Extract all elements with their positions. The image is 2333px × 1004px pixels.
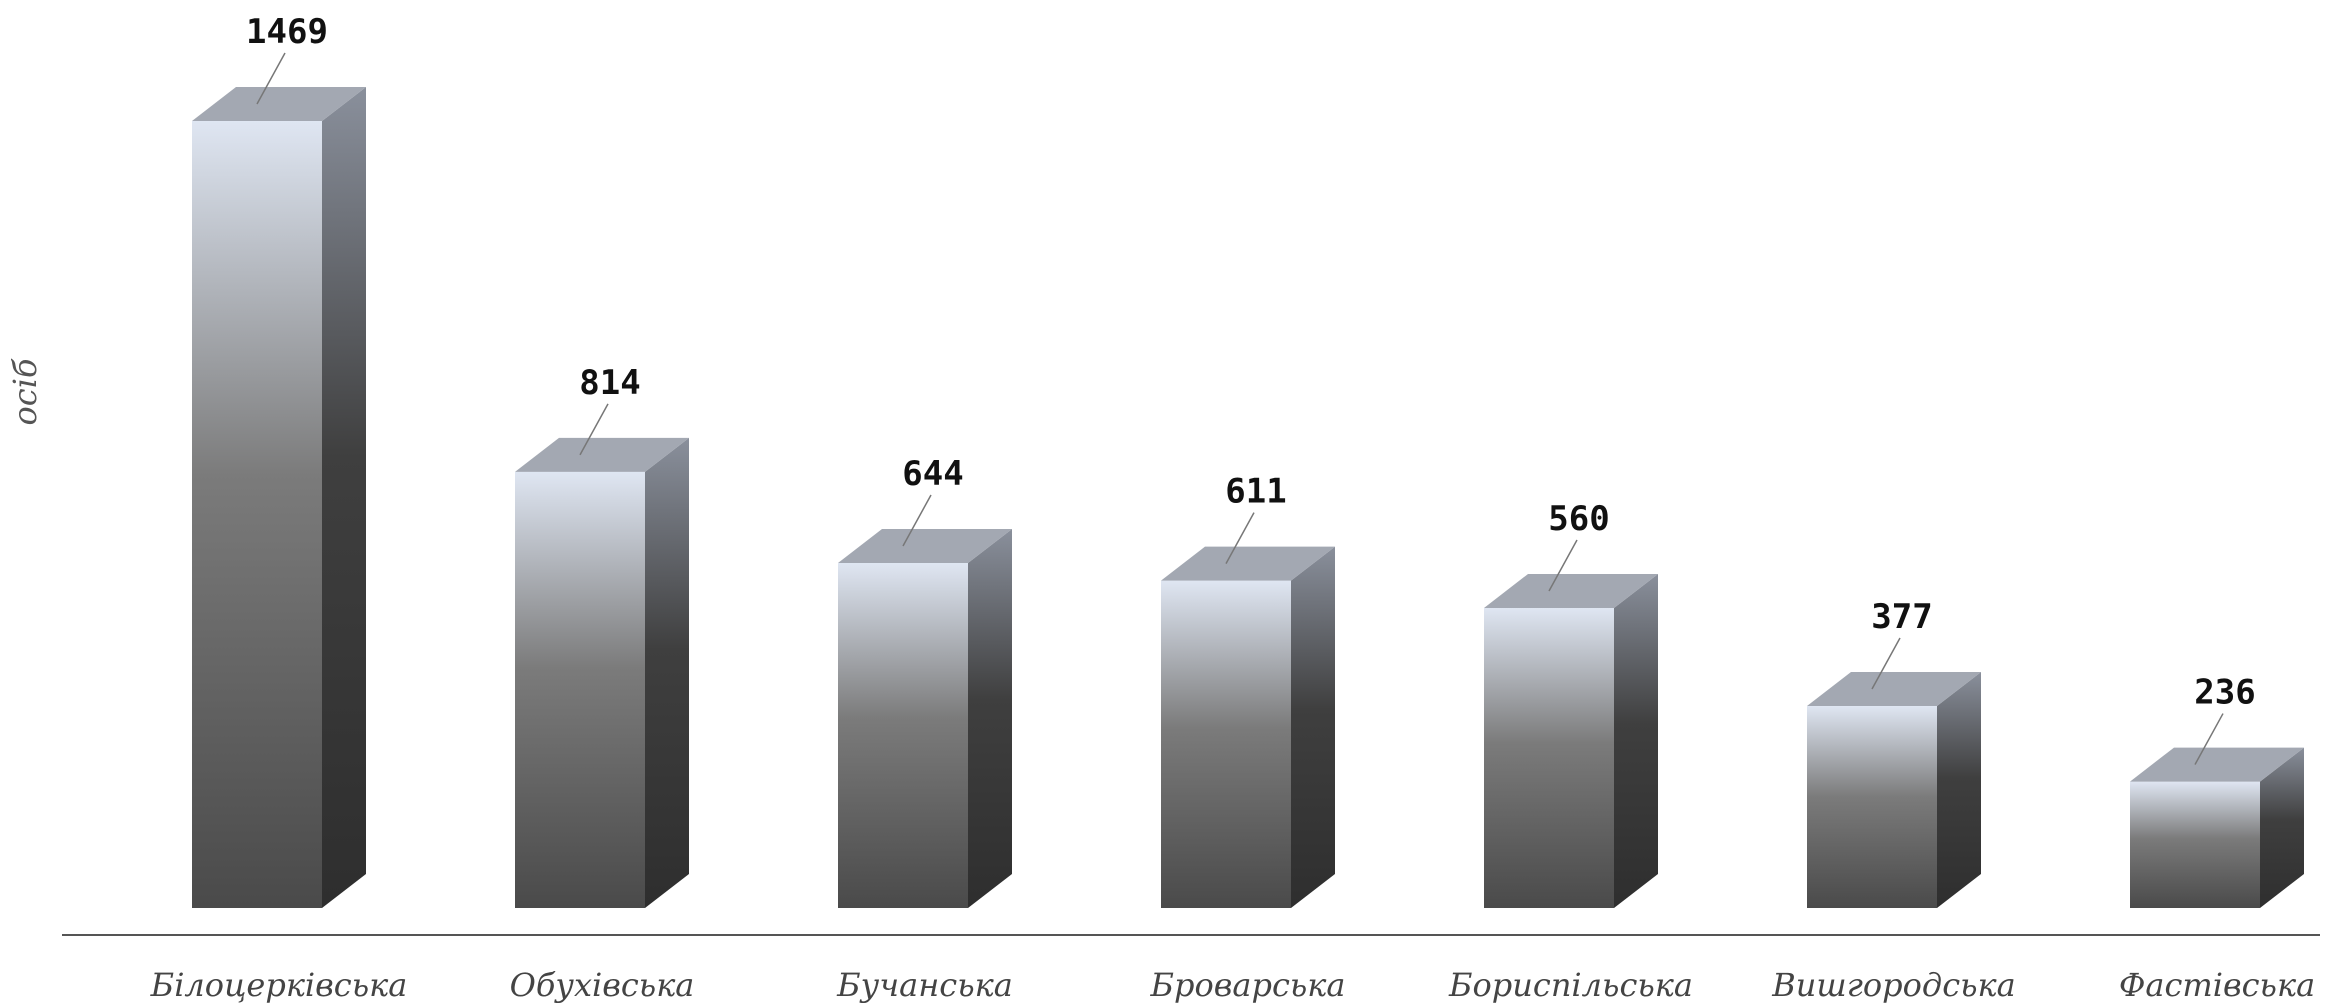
bar-front (1484, 607, 1614, 908)
bar-side (1937, 672, 1981, 908)
bar-top (2130, 747, 2304, 782)
bar: 644 (838, 454, 1012, 908)
value-leader-line (579, 403, 609, 456)
category-labels: Білоцерківська Обухівська Бучанська Броварс… (150, 966, 2315, 1004)
value-label: 644 (902, 454, 963, 494)
bar-top (838, 528, 1012, 563)
bar-side (322, 87, 366, 908)
bar: 560 (1484, 499, 1658, 908)
value-label: 236 (2194, 673, 2255, 713)
value-label: 1469 (246, 12, 328, 52)
bar-front (515, 471, 645, 908)
bar: 236 (2130, 673, 2304, 908)
bar-front (192, 121, 322, 908)
bars-group: 1469 814 644 611 560 377 236 (192, 12, 2304, 908)
value-leader-line (1225, 512, 1255, 565)
bar: 611 (1161, 472, 1335, 908)
value-leader-line (1871, 637, 1901, 690)
y-axis-label: осіб (6, 358, 44, 425)
bar-top (192, 87, 366, 121)
value-label: 560 (1548, 499, 1609, 539)
bar-top (1807, 672, 1981, 707)
bar-side (2260, 747, 2304, 908)
bar-top (515, 437, 689, 472)
value-leader-line (902, 494, 932, 547)
bar-front (838, 562, 968, 908)
bar-top (1484, 573, 1658, 608)
bar-front (2130, 781, 2260, 908)
bar: 1469 (192, 12, 366, 908)
bar-side (1291, 546, 1335, 908)
value-leader-line (1548, 539, 1578, 592)
value-label: 611 (1225, 472, 1286, 512)
bar: 377 (1807, 597, 1981, 908)
category-label: Вишгородська (1771, 966, 2015, 1004)
bar-top (1161, 546, 1335, 581)
category-label: Білоцерківська (150, 966, 408, 1004)
value-leader-line (2194, 713, 2224, 765)
bar-side (1614, 573, 1658, 908)
bar: 814 (515, 363, 689, 908)
bar-side (968, 528, 1012, 908)
category-label: Фастівська (2119, 966, 2315, 1004)
category-label: Бориспільська (1448, 966, 1693, 1004)
category-label: Бучанська (836, 966, 1013, 1004)
bar-front (1161, 580, 1291, 908)
category-label: Броварська (1150, 966, 1346, 1004)
value-label: 814 (579, 363, 640, 403)
value-leader-line (256, 52, 286, 105)
category-label: Обухівська (510, 966, 695, 1004)
value-label: 377 (1871, 597, 1932, 637)
bar-front (1807, 706, 1937, 908)
bar-side (645, 437, 689, 908)
